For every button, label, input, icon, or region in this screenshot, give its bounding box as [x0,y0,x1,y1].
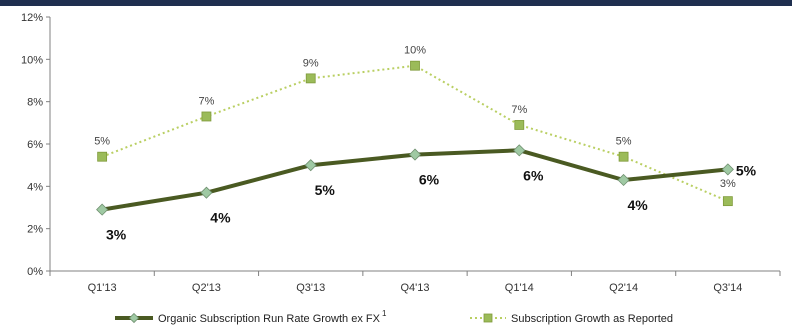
data-label-reported: 3% [720,178,736,190]
x-tick-label: Q2'14 [609,282,638,294]
x-tick-label: Q3'13 [296,282,325,294]
data-point-organic [721,163,734,176]
y-tick-label: 10% [21,54,43,66]
data-point-reported [305,73,316,84]
legend-swatch-marker-organic [128,312,140,324]
legend-label-organic: Organic Subscription Run Rate Growth ex … [158,309,387,325]
x-tick-label: Q1'13 [88,282,117,294]
legend-label-superscript: 1 [382,309,387,318]
data-point-organic [200,186,213,199]
y-tick-label: 2% [27,224,43,236]
data-point-organic [96,203,109,216]
data-point-reported [410,60,420,71]
x-tick-label: Q1'14 [505,282,534,294]
data-label-organic: 6% [523,167,544,183]
data-label-organic: 5% [736,162,757,178]
data-label-reported: 10% [404,45,426,57]
data-label-organic: 4% [627,197,648,213]
legend-label-reported: Subscription Growth as Reported [511,313,673,325]
data-label-reported: 7% [511,104,527,116]
y-tick-label: 4% [27,181,43,193]
x-tick-label: Q3'14 [713,282,742,294]
legend-swatch-marker-reported [483,313,493,323]
data-point-reported [722,196,733,207]
series-layer [96,60,734,216]
data-point-organic [513,144,526,157]
data-point-reported [97,151,108,162]
y-tick-label: 8% [27,97,43,109]
data-point-reported [618,151,629,162]
header-bar [0,0,792,6]
y-tick-label: 0% [27,266,43,278]
data-label-organic: 4% [210,210,231,226]
data-labels: 5%7%9%10%7%5%3%3%4%5%6% 6%4%5% [94,45,756,243]
axes: 0% 2% 4% 6% 8% 10% 12% Q1'13 Q2'13 Q3'13 Q4'13 Q1'1… [21,12,781,294]
x-tick-label: Q4'13 [400,282,429,294]
data-label-reported: 7% [198,95,214,107]
data-label-reported: 5% [94,136,110,148]
data-label-organic: 3% [106,227,127,243]
data-label-reported: 9% [303,57,319,69]
legend: Organic Subscription Run Rate Growth ex … [115,309,673,325]
data-point-organic [304,159,317,172]
x-tick-label: Q2'13 [192,282,221,294]
data-label-reported: 5% [616,136,632,148]
data-point-organic [617,173,630,187]
data-point-reported [514,120,525,130]
data-point-reported [201,111,212,122]
y-tick-label: 12% [21,12,43,24]
data-label-organic: 5% [315,182,336,198]
data-label-organic: 6% [419,172,440,188]
data-point-organic [408,148,422,161]
y-tick-label: 6% [27,139,43,151]
